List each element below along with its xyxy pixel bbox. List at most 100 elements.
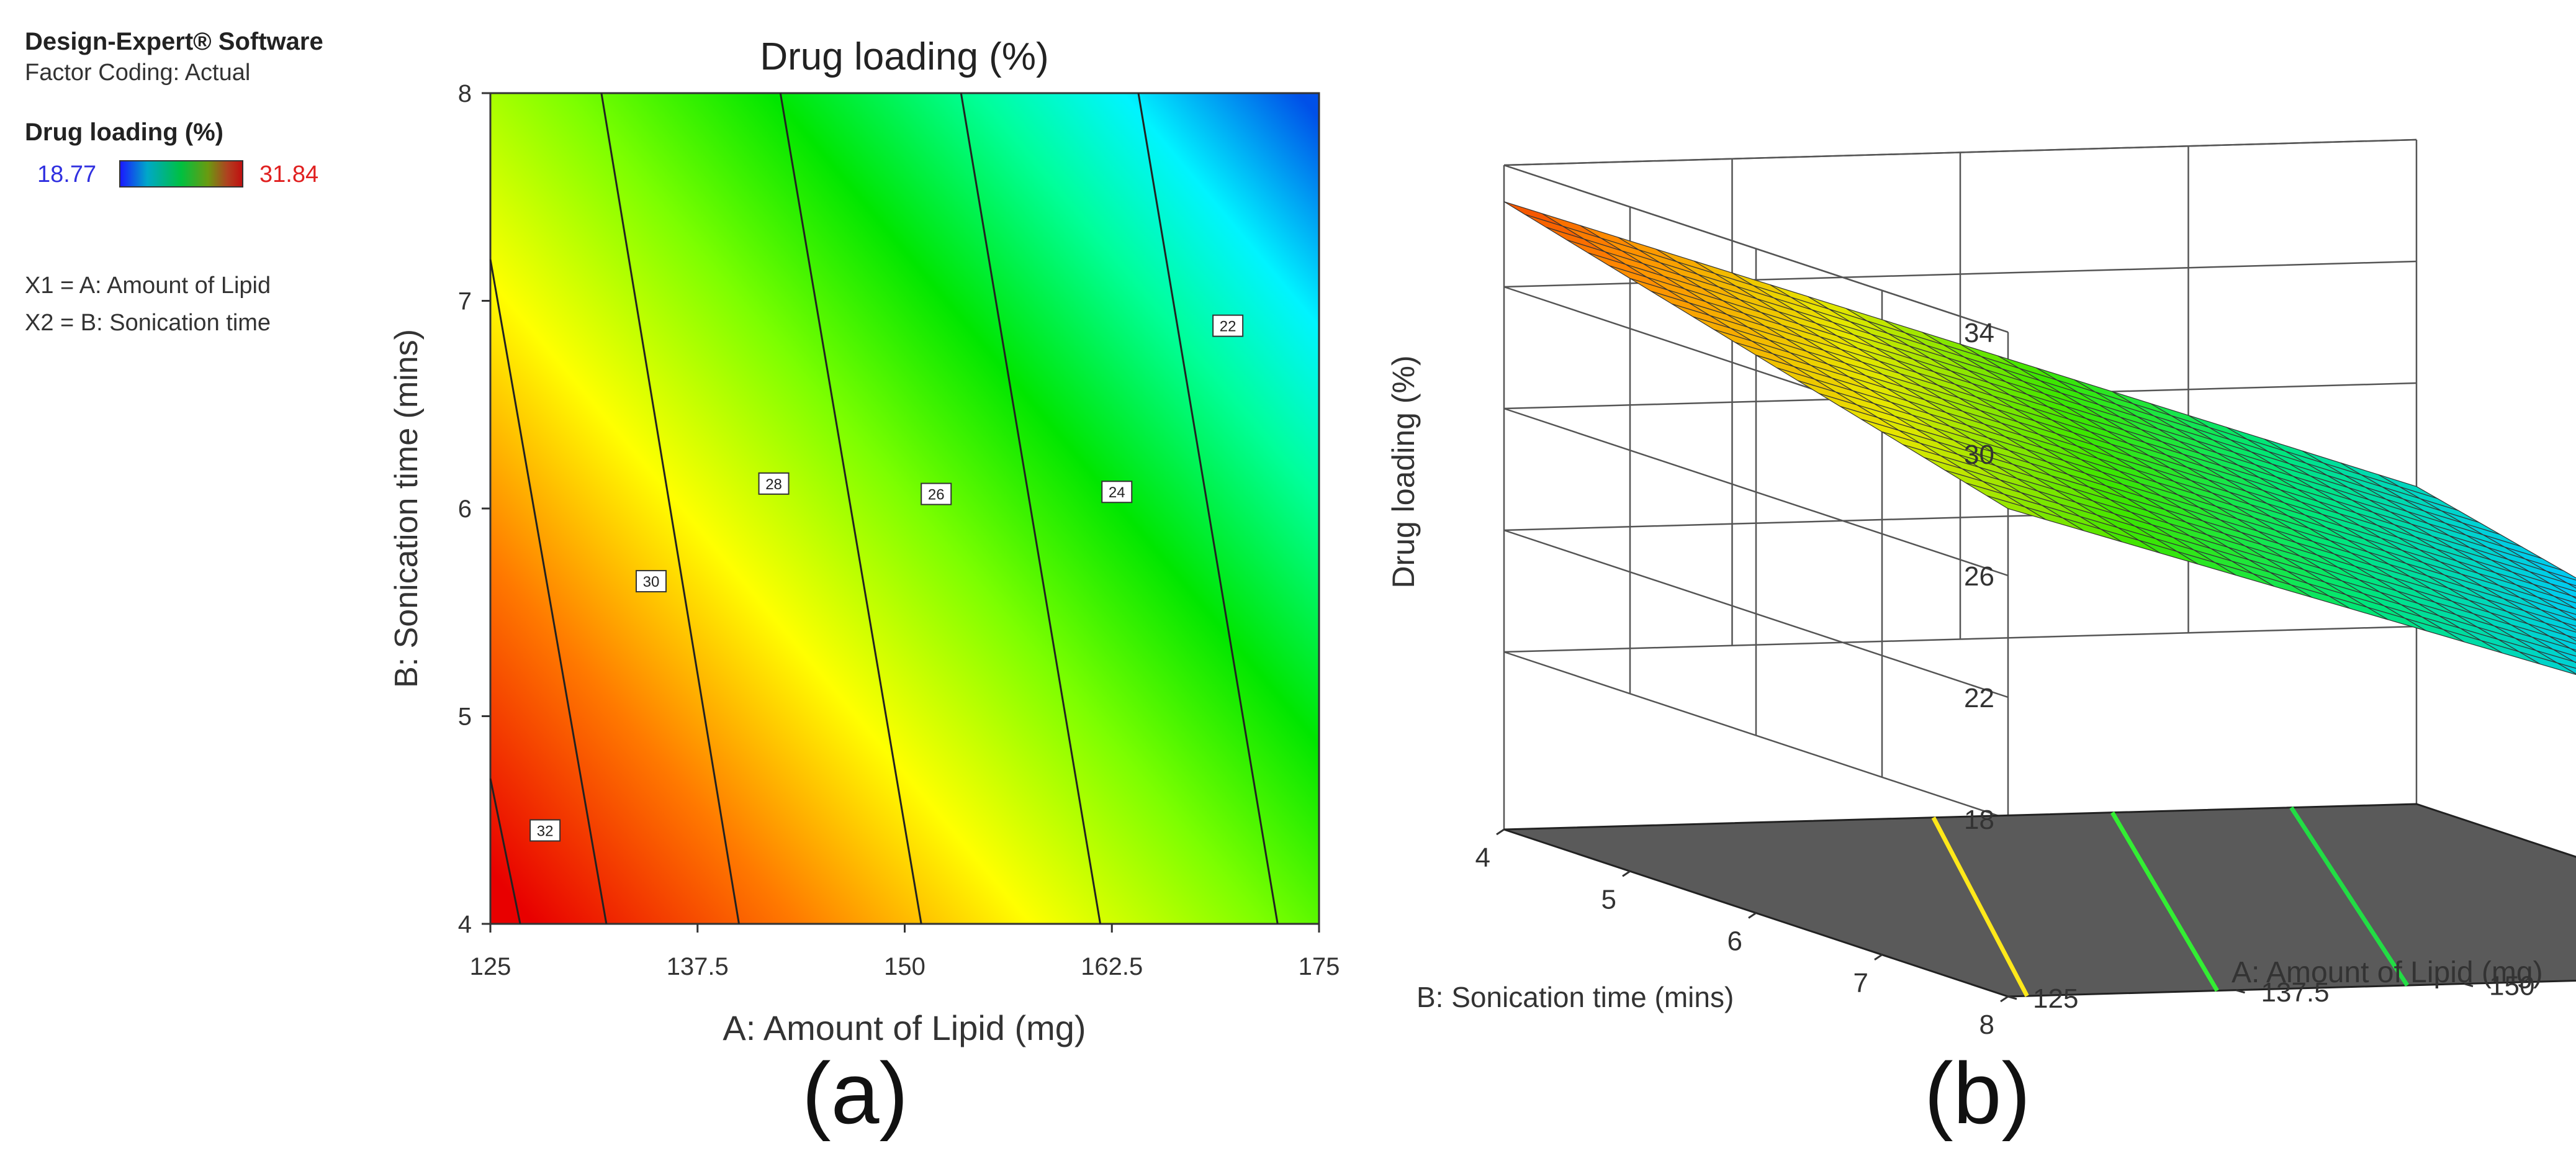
surface-y-tick (1748, 912, 1757, 919)
software-name: Design-Expert® Software (25, 28, 323, 55)
contour-x-tick-label: 150 (884, 953, 925, 980)
contour-label-box (921, 482, 952, 505)
surface-x-tick-label: 137.5 (2261, 977, 2330, 1008)
color-scale-max: 31.84 (259, 161, 319, 188)
surface-cell (2549, 636, 2576, 651)
surface-x-tick-label: 150 (2489, 971, 2534, 1001)
surface-cell (1503, 201, 1564, 227)
contour-x-tick-label: 125 (470, 953, 511, 980)
contour-line-28 (600, 93, 740, 924)
contour-y-tick-label: 6 (458, 495, 472, 523)
surface-x-axis-label: A: Amount of Lipid (mg) (2231, 956, 2543, 989)
floor-contour-line (1931, 816, 2029, 997)
contour-y-tick-label: 5 (458, 703, 472, 731)
surface-cell (2566, 635, 2576, 641)
surface-z-tick-label: 26 (1964, 561, 1994, 592)
surface-z-tick-label: 18 (1964, 805, 1994, 835)
contour-label-box (1212, 314, 1244, 337)
surface-cell (2562, 621, 2576, 631)
contour-label-30: 30 (643, 574, 660, 590)
factor-x2: X2 = B: Sonication time (25, 310, 271, 336)
surface-x-tick (2464, 983, 2474, 987)
contour-fill-area (489, 92, 1320, 925)
contour-label-box (758, 472, 790, 495)
contour-label-24: 24 (1109, 484, 1125, 501)
contour-line-32 (489, 778, 521, 924)
surface-cell (2571, 595, 2576, 599)
contour-label-box (1101, 481, 1133, 504)
surface-cell (2519, 651, 2576, 676)
surface-cell (2558, 608, 2576, 620)
surface-x-tick (2007, 995, 2017, 1000)
surface-z-axis-label: Drug loading (%) (1386, 355, 1421, 588)
contour-x-tick-label: 137.5 (667, 953, 729, 980)
contour-line-30 (489, 259, 608, 924)
surface-x-tick-label: 125 (2033, 983, 2078, 1014)
contour-label-26: 26 (928, 487, 945, 504)
contour-y-axis-label: B: Sonication time (mins) (389, 329, 425, 688)
contour-y-tick-label: 8 (458, 80, 472, 107)
surface-z-tick-label: 34 (1964, 318, 1994, 348)
floor-contour-line (2289, 806, 2410, 987)
surface-cell (2536, 650, 2576, 669)
factor-coding: Factor Coding: Actual (25, 60, 251, 86)
contour-label-32: 32 (537, 823, 554, 839)
contour-title: Drug loading (%) (760, 35, 1048, 78)
color-scale-min: 18.77 (37, 161, 97, 188)
surface-z-tick-label: 22 (1964, 683, 1994, 713)
contour-line-22 (1137, 93, 1279, 924)
color-scale: 18.77 31.84 (25, 155, 410, 192)
design-expert-legend: Design-Expert® Software Factor Coding: A… (25, 28, 410, 341)
surface-y-tick-label: 8 (1979, 1010, 1994, 1040)
contour-label-box (529, 819, 561, 842)
surface-box-edge (1503, 164, 2009, 333)
surface-y-tick-label: 5 (1601, 884, 1616, 915)
surface-cell (2546, 571, 2576, 587)
surface-cell (2528, 623, 2576, 645)
panel-b-label: (b) (1924, 1044, 2031, 1142)
surface-cell (2533, 584, 2576, 603)
surface-y-tick (2000, 995, 2009, 1003)
surface-cell (2570, 648, 2576, 653)
factor-x1: X1 = A: Amount of Lipid (25, 273, 271, 299)
contour-x-axis-label: A: Amount of Lipid (mg) (723, 1008, 1086, 1047)
response-name: Drug loading (%) (25, 119, 223, 146)
surface-cell (2554, 596, 2576, 610)
surface-cell (2529, 571, 2576, 592)
surface-y-tick (1496, 828, 1505, 836)
surface-y-tick (1622, 870, 1631, 877)
contour-y-tick-label: 7 (458, 288, 472, 315)
surface-y-tick-label: 4 (1475, 843, 1490, 873)
surface-y-axis-label: B: Sonication time (mins) (1416, 981, 1734, 1013)
surface-cell (2537, 597, 2576, 615)
surface-cell (2567, 582, 2576, 589)
surface-y-tick-label: 6 (1727, 926, 1742, 957)
contour-x-tick-label: 162.5 (1081, 953, 1143, 980)
surface-x-tick (2236, 989, 2245, 994)
contour-x-tick-label: 175 (1299, 953, 1340, 980)
floor-contour-line (2110, 811, 2219, 992)
surface-cell (2525, 558, 2576, 581)
contour-label-box (635, 570, 667, 593)
contour-label-28: 28 (765, 476, 782, 493)
surface-cell (2574, 661, 2576, 664)
surface-box-edge (1503, 138, 2417, 166)
contour-label-22: 22 (1220, 319, 1236, 335)
surface-cell (2545, 622, 2576, 639)
surface-cell (2557, 662, 2576, 675)
surface-z-tick-label: 30 (1964, 440, 1994, 470)
factor-list: X1 = A: Amount of Lipid X2 = B: Sonicati… (25, 267, 410, 341)
contour-line-26 (779, 93, 922, 924)
contour-line-24 (960, 93, 1102, 924)
panel-a-label: (a) (802, 1044, 909, 1142)
surface-y-tick (1874, 954, 1883, 960)
surface-cell (2532, 636, 2576, 657)
surface-cell (2524, 610, 2576, 633)
surface-cell (2520, 597, 2576, 621)
surface-y-tick-label: 7 (1853, 968, 1868, 998)
surface-cell (2541, 609, 2576, 627)
contour-y-tick-label: 4 (458, 911, 472, 938)
color-scale-bar (119, 160, 243, 188)
